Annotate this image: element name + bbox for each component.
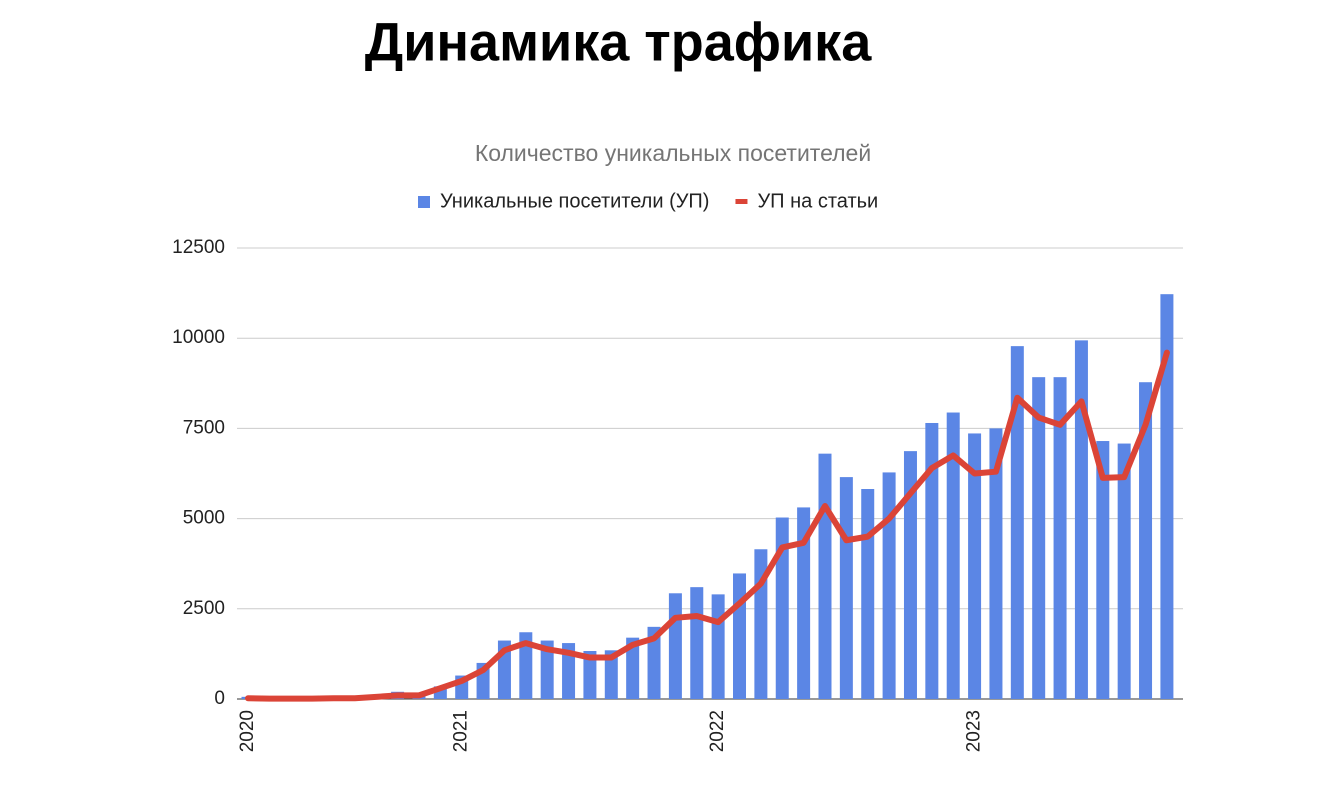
bar <box>1032 377 1046 699</box>
line <box>245 349 1170 702</box>
bar <box>690 587 704 699</box>
page-title: Динамика трафика <box>365 12 872 72</box>
legend-label: УП на статьи <box>757 190 878 212</box>
bar <box>903 451 917 699</box>
bar <box>647 626 661 699</box>
bar <box>711 594 725 699</box>
bar <box>1117 443 1131 699</box>
y-tick-label: 0 <box>214 688 225 709</box>
bar <box>1139 382 1153 699</box>
bar <box>925 422 939 699</box>
bar <box>1096 441 1110 699</box>
bar <box>668 593 682 699</box>
legend-swatch <box>418 196 430 208</box>
bar <box>540 640 554 699</box>
chart-subtitle: Количество уникальных посетителей <box>475 140 871 166</box>
bar <box>839 477 853 699</box>
y-tick-label: 10000 <box>172 327 225 348</box>
bar <box>989 428 1003 699</box>
bar <box>583 651 597 699</box>
bar <box>1074 340 1088 699</box>
bar <box>882 472 896 699</box>
bar <box>1053 377 1067 699</box>
x-tick-label: 2023 <box>964 710 985 752</box>
bar <box>1160 294 1174 699</box>
legend-label: Уникальные посетители (УП) <box>440 190 709 212</box>
bar <box>519 632 533 699</box>
bar <box>968 433 982 699</box>
y-tick-label: 7500 <box>183 417 225 438</box>
bar <box>861 489 875 699</box>
y-tick-label: 12500 <box>172 237 225 258</box>
x-tick-label: 2020 <box>237 710 258 752</box>
legend-swatch <box>735 199 748 204</box>
bar <box>626 637 640 699</box>
x-tick-label: 2021 <box>451 710 472 752</box>
legend: Уникальные посетители (УП) УП на статьи <box>418 190 878 212</box>
x-tick-label: 2022 <box>707 710 728 752</box>
bar <box>562 643 576 699</box>
bar <box>733 573 747 699</box>
bar <box>1010 346 1024 699</box>
y-tick-label: 2500 <box>183 598 225 619</box>
bar <box>797 507 811 699</box>
bar <box>604 650 618 699</box>
bar <box>818 453 832 699</box>
bar <box>775 517 789 699</box>
y-tick-label: 5000 <box>183 508 225 529</box>
bar <box>946 412 960 699</box>
